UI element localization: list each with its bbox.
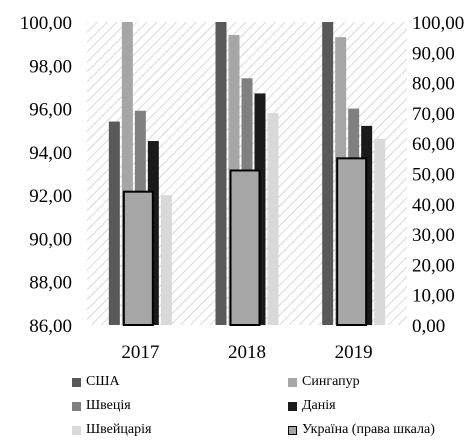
legend-label: Україна (права шкала) — [302, 422, 435, 437]
left-tick-label: 88,00 — [29, 273, 72, 294]
legend-item: США — [72, 372, 120, 392]
legend-label: США — [86, 374, 120, 389]
legend-item: Швейцарія — [72, 420, 151, 440]
right-tick-label: 70,00 — [412, 104, 455, 125]
left-axis: 100,00 98,00 96,00 94,00 92,00 90,00 88,00 86,0… — [20, 13, 72, 337]
left-tick-label: 100,00 — [20, 13, 72, 34]
legend-label: Данія — [302, 398, 336, 413]
bars — [108, 22, 386, 326]
left-tick-label: 98,00 — [29, 56, 72, 77]
legend-label: Сингапур — [302, 374, 360, 389]
legend-label: Швейцарія — [86, 422, 152, 437]
right-tick-label: 20,00 — [412, 255, 455, 276]
right-tick-label: 50,00 — [412, 165, 455, 186]
right-tick-label: 80,00 — [412, 74, 455, 95]
left-tick-label: 92,00 — [29, 186, 72, 207]
bar-ukraine-2018 — [229, 169, 261, 326]
legend-item: Швеція — [72, 396, 131, 416]
category-label: 2017 — [121, 342, 159, 363]
right-axis: 100,00 90,00 80,00 70,00 60,00 50,00 40,00 30,0… — [412, 13, 464, 337]
right-tick-label: 60,00 — [412, 134, 455, 155]
right-tick-label: 90,00 — [412, 43, 455, 64]
legend-swatch — [72, 425, 81, 435]
legend-item: Данія — [288, 396, 336, 416]
legend-label: Швеція — [86, 398, 131, 413]
legend-item: Сингапур — [288, 372, 360, 392]
left-tick-label: 94,00 — [29, 143, 72, 164]
right-tick-label: 40,00 — [412, 195, 455, 216]
bar-ukraine-2017 — [122, 190, 154, 326]
chart: 100,00 98,00 96,00 94,00 92,00 90,00 88,00 86,0… — [20, 13, 465, 363]
right-tick-label: 30,00 — [412, 225, 455, 246]
bar-ukraine-2019 — [336, 157, 368, 326]
category-axis: 2017 2018 2019 — [121, 342, 372, 363]
left-tick-label: 90,00 — [29, 229, 72, 250]
bar-Сингапур-2017 — [121, 22, 133, 325]
right-tick-label: 0,00 — [412, 316, 445, 337]
right-tick-label: 10,00 — [412, 286, 455, 307]
legend-swatch — [288, 377, 297, 387]
category-label: 2019 — [335, 342, 373, 363]
legend-swatch — [288, 425, 297, 435]
bar-Швейцарія-2017 — [160, 195, 172, 325]
bar-США-2017 — [108, 121, 120, 325]
category-label: 2018 — [228, 342, 266, 363]
bar-США-2018 — [215, 22, 227, 325]
right-tick-label: 100,00 — [412, 13, 464, 34]
legend-swatch — [288, 401, 297, 411]
left-tick-label: 96,00 — [29, 100, 72, 121]
bar-Швейцарія-2019 — [374, 138, 386, 325]
legend-swatch — [72, 377, 81, 387]
legend-item: Україна (права шкала) — [288, 420, 435, 440]
bar-Швейцарія-2018 — [267, 112, 279, 326]
legend: США Сингапур Швеція Данія Швейцарія Україна (… — [0, 370, 476, 446]
legend-swatch — [72, 401, 81, 411]
left-tick-label: 86,00 — [29, 316, 72, 337]
bar-США-2019 — [322, 22, 334, 325]
